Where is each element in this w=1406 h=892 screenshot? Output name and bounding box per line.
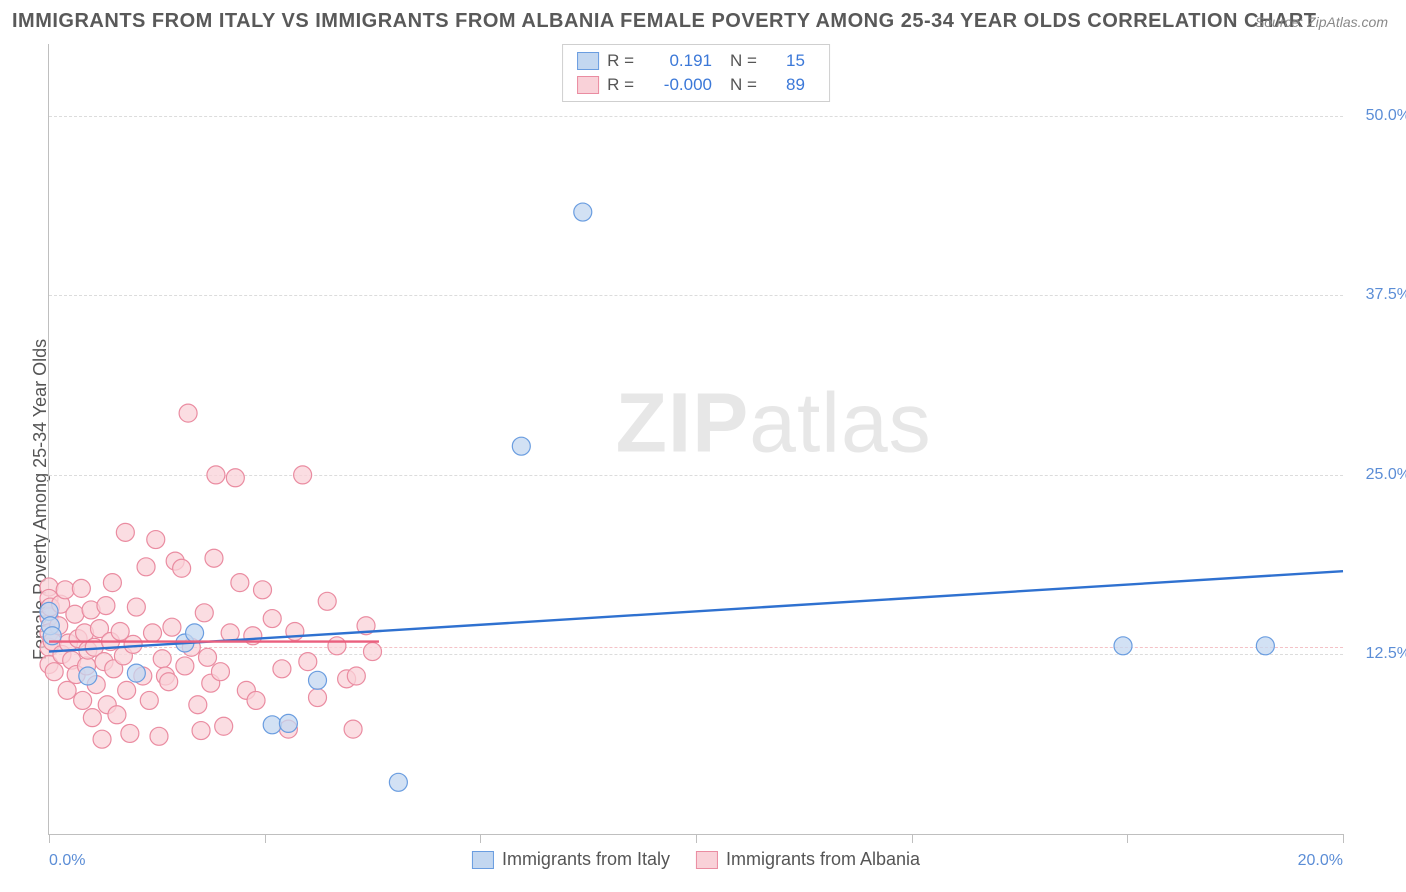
data-point [144,624,162,642]
legend-r-label: R = [607,73,634,97]
correlation-legend: R = 0.191 N = 15 R = -0.000 N = 89 [562,44,830,102]
data-point [127,598,145,616]
legend-label-italy: Immigrants from Italy [502,849,670,870]
data-point [189,696,207,714]
data-point [344,720,362,738]
legend-r-italy: 0.191 [642,49,722,73]
data-point [263,610,281,628]
data-point [215,717,233,735]
legend-n-albania: 89 [765,73,815,97]
data-point [211,663,229,681]
data-point [127,664,145,682]
legend-swatch-albania [577,76,599,94]
data-point [103,574,121,592]
data-point [247,691,265,709]
data-point [160,673,178,691]
legend-n-italy: 15 [765,49,815,73]
legend-item-albania: Immigrants from Albania [696,849,920,870]
data-point [179,404,197,422]
x-tick [1127,834,1128,843]
data-point [140,691,158,709]
data-point [299,653,317,671]
data-point [254,581,272,599]
data-point [273,660,291,678]
x-tick-label-min: 0.0% [49,852,85,870]
data-point [173,559,191,577]
data-point [294,466,312,484]
data-point [263,716,281,734]
data-point [574,203,592,221]
data-point [79,667,97,685]
y-tick-label: 25.0% [1366,466,1406,484]
data-point [56,581,74,599]
y-tick-label: 37.5% [1366,286,1406,304]
data-point [121,724,139,742]
data-point [389,773,407,791]
data-point [137,558,155,576]
plot-area: ZIPatlas R = 0.191 N = 15 R = -0.000 N =… [48,44,1343,835]
data-point [45,663,63,681]
data-point [1256,637,1274,655]
data-point [195,604,213,622]
source-label: Source: ZipAtlas.com [1255,14,1388,30]
plot-svg [49,44,1343,834]
data-point [207,466,225,484]
data-point [347,667,365,685]
x-tick [1343,834,1344,843]
data-point [192,722,210,740]
data-point [176,657,194,675]
data-point [199,648,217,666]
y-tick-label: 50.0% [1366,107,1406,125]
legend-row-albania: R = -0.000 N = 89 [577,73,815,97]
chart-title: IMMIGRANTS FROM ITALY VS IMMIGRANTS FROM… [12,10,1317,33]
data-point [72,579,90,597]
legend-row-italy: R = 0.191 N = 15 [577,49,815,73]
data-point [150,727,168,745]
data-point [74,691,92,709]
data-point [186,624,204,642]
series-legend: Immigrants from Italy Immigrants from Al… [472,849,920,870]
y-tick-label: 12.5% [1366,645,1406,663]
data-point [226,469,244,487]
data-point [66,605,84,623]
data-point [512,437,530,455]
x-tick-label-max: 20.0% [1298,852,1343,870]
x-tick [480,834,481,843]
legend-n-label: N = [730,49,757,73]
data-point [58,681,76,699]
data-point [279,714,297,732]
data-point [231,574,249,592]
legend-item-italy: Immigrants from Italy [472,849,670,870]
legend-r-albania: -0.000 [642,73,722,97]
legend-n-label: N = [730,73,757,97]
legend-swatch-italy [577,52,599,70]
data-point [309,671,327,689]
data-point [97,597,115,615]
data-point [163,618,181,636]
data-point [93,730,111,748]
data-point [1114,637,1132,655]
legend-r-label: R = [607,49,634,73]
x-tick [696,834,697,843]
x-tick [912,834,913,843]
data-point [147,531,165,549]
data-point [118,681,136,699]
x-tick [49,834,50,843]
data-point [153,650,171,668]
legend-label-albania: Immigrants from Albania [726,849,920,870]
data-point [108,706,126,724]
data-point [318,592,336,610]
data-point [364,643,382,661]
x-tick [265,834,266,843]
data-point [116,523,134,541]
data-point [309,689,327,707]
data-point [205,549,223,567]
data-point [328,637,346,655]
data-point [124,635,142,653]
legend-swatch-albania-2 [696,851,718,869]
data-point [83,709,101,727]
legend-swatch-italy-2 [472,851,494,869]
